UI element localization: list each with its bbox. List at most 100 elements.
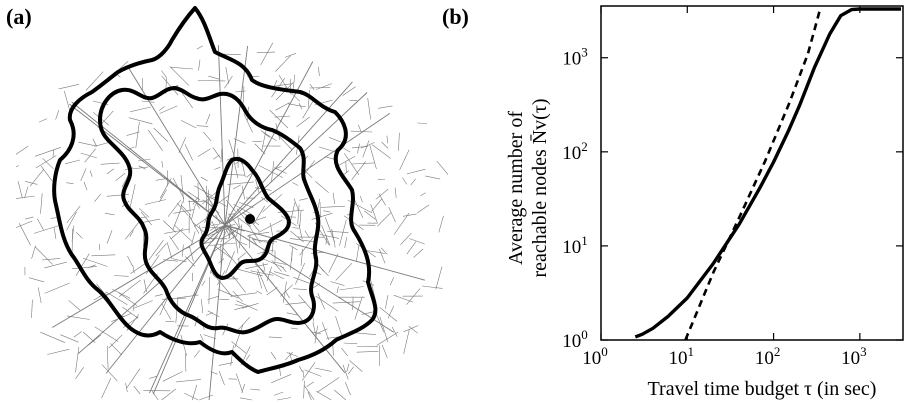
street-segment: [25, 216, 34, 220]
street-segment: [312, 321, 317, 339]
series-line-solid: [634, 7, 901, 339]
street-segment: [203, 131, 212, 142]
street-segment: [115, 172, 126, 182]
street-segment: [347, 366, 354, 375]
street-segment: [94, 142, 109, 147]
street-segment: [344, 215, 364, 230]
x-tick-label: 102: [755, 344, 781, 369]
street-segment: [140, 211, 152, 226]
street-segment: [435, 266, 443, 290]
street-segment: [230, 292, 257, 297]
street-segment: [328, 253, 339, 273]
street-segment: [344, 237, 348, 248]
street-segment: [307, 391, 312, 401]
street-segment: [73, 331, 82, 338]
street-segment: [274, 271, 290, 277]
street-segment: [203, 334, 217, 340]
street-segment: [399, 149, 410, 171]
street-segment: [232, 184, 241, 190]
street-segment: [233, 203, 252, 215]
street-segment: [234, 304, 244, 307]
street-segment: [256, 290, 263, 295]
street-segment: [236, 300, 258, 311]
street-segment: [110, 343, 123, 356]
street-segment: [321, 225, 331, 246]
street-segment: [92, 138, 97, 147]
street-segment: [342, 364, 349, 380]
street-segment: [182, 244, 184, 257]
street-segment: [66, 211, 77, 231]
street-segment: [247, 236, 264, 243]
street-segment: [217, 288, 239, 299]
street-segment: [311, 212, 333, 220]
street-segment: [65, 159, 81, 165]
street-segment: [180, 175, 185, 203]
street-segment: [302, 101, 314, 119]
street-segment: [378, 248, 386, 264]
street-segment: [375, 312, 384, 333]
street-segment: [261, 130, 267, 152]
street-segment: [316, 391, 332, 401]
main-road: [224, 45, 249, 226]
street-segment: [357, 143, 360, 154]
street-segment: [55, 110, 60, 120]
street-segment: [359, 195, 363, 203]
main-road: [152, 224, 226, 395]
street-segment: [211, 223, 223, 226]
street-segment: [356, 245, 360, 261]
street-segment: [343, 170, 350, 175]
street-segment: [260, 42, 274, 66]
street-segment: [422, 285, 443, 289]
street-segment: [44, 261, 67, 269]
street-segment: [371, 198, 383, 212]
street-segment: [315, 295, 339, 312]
street-segment: [119, 279, 141, 297]
street-segment: [191, 231, 196, 246]
street-segment: [144, 199, 167, 205]
street-segment: [296, 116, 311, 128]
street-segment: [71, 228, 73, 256]
street-segment: [220, 148, 222, 163]
street-segment: [338, 156, 356, 166]
street-segment: [126, 131, 140, 136]
street-segment: [388, 206, 396, 223]
street-segment: [270, 352, 277, 360]
street-segment: [417, 204, 430, 214]
street-segment: [52, 149, 55, 157]
street-segment: [209, 225, 219, 231]
street-segment: [241, 185, 246, 200]
street-segment: [239, 397, 253, 401]
street-segment: [231, 341, 247, 354]
street-segment: [367, 98, 371, 120]
street-segment: [245, 220, 261, 244]
street-segment: [204, 212, 209, 223]
street-segment: [205, 113, 211, 125]
street-segment: [234, 305, 249, 311]
street-segment: [316, 328, 328, 334]
street-segment: [344, 381, 351, 396]
street-segment: [25, 181, 38, 185]
main-road: [224, 81, 353, 226]
street-segment: [159, 189, 167, 202]
street-segment: [101, 364, 118, 382]
street-segment: [42, 157, 54, 170]
street-segment: [106, 230, 113, 244]
street-segment: [236, 225, 239, 237]
street-segment: [274, 115, 291, 118]
street-segment: [180, 204, 192, 216]
street-segment: [266, 266, 272, 281]
street-segment: [218, 362, 234, 366]
street-segment: [15, 145, 29, 155]
street-segment: [209, 242, 236, 246]
street-segment: [292, 227, 299, 229]
street-segment: [343, 342, 358, 345]
main-road: [217, 45, 226, 226]
street-segment: [33, 225, 60, 234]
street-segment: [425, 175, 441, 180]
street-segment: [191, 204, 196, 220]
street-segment: [127, 146, 135, 151]
street-segment: [290, 230, 304, 243]
street-segment: [420, 192, 426, 197]
street-segment: [184, 392, 199, 401]
street-segment: [178, 137, 186, 154]
